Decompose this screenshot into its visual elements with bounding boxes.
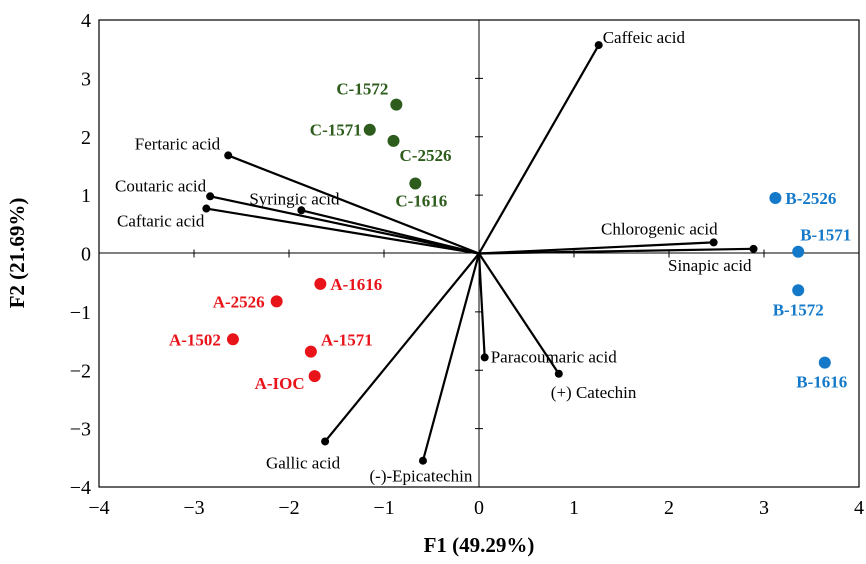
point-label-c-2526: C-2526 <box>400 146 452 165</box>
axis-ticks: −4 −3 −2 −1 0 1 2 3 4 4 3 2 1 0 −1 −2 −3 −4 <box>70 10 864 519</box>
vector-line-chlorogenic-acid <box>478 241 714 255</box>
x-tick-label: −4 <box>88 497 109 519</box>
point-a-ioc <box>308 370 321 383</box>
point-label-b-2526: B-2526 <box>785 189 836 208</box>
vector-label-chlorogenic-acid: Chlorogenic acid <box>601 219 718 238</box>
x-tick-label: 2 <box>664 497 674 519</box>
vector-label-syringic-acid: Syringic acid <box>249 189 340 208</box>
y-tick-label: −3 <box>70 419 91 441</box>
point-label-a-1616: A-1616 <box>330 275 382 294</box>
vector-label-fertaric-acid: Fertaric acid <box>135 134 221 153</box>
point-a-1616 <box>314 277 327 290</box>
vector-tip-sinapic-acid <box>749 244 758 253</box>
x-tick-label: 3 <box>759 497 769 519</box>
variable-vectors: Caffeic acid Fertaric acid Coutaric acid Ca… <box>115 28 758 486</box>
observation-points: C-1572 C-1571 C-2526 C-1616 B-2526 B-1571 B-15… <box>169 80 851 393</box>
vector-line-sinapic-acid <box>478 247 754 255</box>
vector-line-epicatechin <box>421 253 481 462</box>
y-tick-label: 0 <box>81 244 91 266</box>
x-axis-title: F1 (49.29%) <box>424 533 535 557</box>
vector-label-gallic-acid: Gallic acid <box>266 453 341 472</box>
point-b-1572 <box>792 284 805 297</box>
x-tick-label: 1 <box>569 497 579 519</box>
vector-tip-epicatechin <box>418 456 427 465</box>
x-tick-label: −1 <box>373 497 394 519</box>
point-label-c-1571: C-1571 <box>310 121 362 140</box>
vector-label-epicatechin: (-)-Epicatechin <box>370 467 473 486</box>
point-b-1571 <box>792 245 805 258</box>
vector-tip-coutaric-acid <box>206 192 215 201</box>
point-a-1502 <box>226 333 239 346</box>
vector-label-caftaric-acid: Caftaric acid <box>117 212 205 231</box>
vector-label-paracoumaric-acid: Paracoumaric acid <box>491 347 618 366</box>
y-tick-label: 2 <box>81 127 91 149</box>
y-tick-label: −2 <box>70 360 91 382</box>
vector-tip-gallic-acid <box>321 437 330 446</box>
x-tick-label: −2 <box>278 497 299 519</box>
vector-line-paracoumaric-acid <box>477 253 486 358</box>
point-c-1572 <box>390 98 403 111</box>
point-c-2526 <box>387 134 400 147</box>
vector-line-gallic-acid <box>324 252 480 443</box>
point-c-1616 <box>409 177 422 190</box>
x-tick-label: −3 <box>183 497 204 519</box>
point-b-2526 <box>769 192 782 205</box>
point-label-b-1616: B-1616 <box>796 373 847 392</box>
vector-label-catechin: (+) Catechin <box>551 383 637 402</box>
vector-tip-paracoumaric-acid <box>480 353 489 362</box>
y-tick-label: −1 <box>70 302 91 324</box>
vector-tip-chlorogenic-acid <box>709 238 718 247</box>
y-tick-label: −4 <box>70 477 91 499</box>
point-label-a-1571: A-1571 <box>321 331 373 350</box>
vector-line-caftaric-acid <box>206 207 480 255</box>
y-tick-label: 4 <box>81 10 91 32</box>
vector-line-syringic-acid <box>301 209 480 255</box>
vector-line-catechin <box>478 252 560 375</box>
vector-label-coutaric-acid: Coutaric acid <box>115 176 207 195</box>
y-axis-title: F2 (21.69%) <box>5 198 29 309</box>
point-a-2526 <box>270 295 283 308</box>
y-tick-label: 3 <box>81 68 91 90</box>
point-label-a-ioc: A-IOC <box>255 374 305 393</box>
point-label-c-1616: C-1616 <box>395 191 447 210</box>
x-tick-label: 0 <box>474 497 484 519</box>
point-label-b-1572: B-1572 <box>773 300 824 319</box>
point-c-1571 <box>363 123 376 136</box>
point-label-a-1502: A-1502 <box>169 330 221 349</box>
point-label-b-1571: B-1571 <box>800 226 851 245</box>
vector-tip-catechin <box>554 369 563 378</box>
vector-label-caffeic-acid: Caffeic acid <box>603 28 686 47</box>
x-tick-label: 4 <box>854 497 864 519</box>
vector-label-sinapic-acid: Sinapic acid <box>668 256 752 275</box>
vector-tip-caffeic-acid <box>594 41 603 50</box>
vector-tip-fertaric-acid <box>224 151 233 160</box>
point-label-c-1572: C-1572 <box>336 80 388 99</box>
point-a-1571 <box>304 345 317 358</box>
vector-line-fertaric-acid <box>227 154 480 255</box>
vector-line-caffeic-acid <box>478 44 600 255</box>
vector-tip-syringic-acid <box>297 206 306 215</box>
point-b-1616 <box>818 356 831 369</box>
vector-tip-caftaric-acid <box>202 204 211 213</box>
vector-line-coutaric-acid <box>209 195 480 255</box>
y-tick-label: 1 <box>81 185 91 207</box>
point-label-a-2526: A-2526 <box>213 292 265 311</box>
